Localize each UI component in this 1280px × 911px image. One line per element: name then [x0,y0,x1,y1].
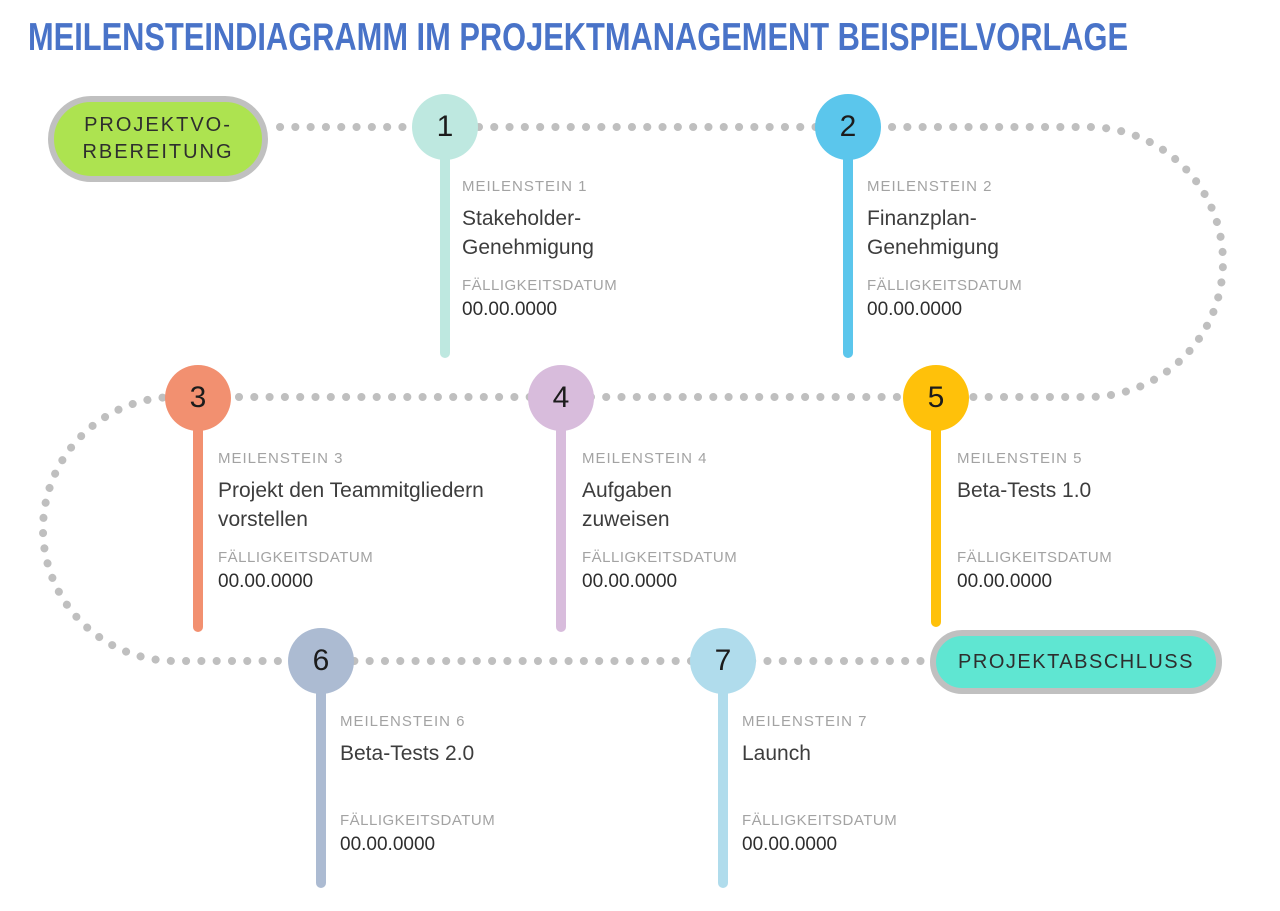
due-date-value: 00.00.0000 [582,571,678,592]
milestone-label: MEILENSTEIN 6 [340,713,466,730]
milestone-stem-1 [440,127,450,358]
milestone-title: Beta-Tests 2.0 [340,742,475,765]
start-pill-label-line1: PROJEKTVO- [84,114,232,136]
milestone-stem-6 [316,661,326,888]
due-date-label: FÄLLIGKEITSDATUM [582,549,738,566]
start-pill-projektvorbereitung: PROJEKTVO- RBEREITUNG [48,96,268,182]
milestone-text-5: MEILENSTEIN 5 Beta-Tests 1.0 FÄLLIGKEITS… [957,450,1187,594]
milestone-number: 5 [927,381,945,414]
due-date-label: FÄLLIGKEITSDATUM [340,812,496,829]
due-date-value: 00.00.0000 [742,834,838,855]
milestone-stem-2 [843,127,853,358]
due-date-label: FÄLLIGKEITSDATUM [957,549,1113,566]
milestone-number: 7 [714,644,732,677]
milestone-circle-6: 6 [288,628,354,694]
milestone-title: Stakeholder-Genehmigung [462,207,594,259]
milestone-number: 2 [839,110,857,143]
due-date-value: 00.00.0000 [340,834,436,855]
due-date-value: 00.00.0000 [218,571,314,592]
milestone-text-3: MEILENSTEIN 3 Projekt den Teammitglieder… [218,450,548,594]
due-date-label: FÄLLIGKEITSDATUM [742,812,898,829]
page-title: MEILENSTEINDIAGRAMM IM PROJEKTMANAGEMENT… [28,16,1129,59]
milestone-title: Aufgaben zuweisen [582,479,672,531]
milestone-label: MEILENSTEIN 4 [582,450,708,467]
milestone-number: 3 [189,381,207,414]
milestone-circle-2: 2 [815,94,881,160]
milestone-text-7: MEILENSTEIN 7 Launch FÄLLIGKEITSDATUM 00… [742,713,972,857]
milestone-text-6: MEILENSTEIN 6 Beta-Tests 2.0 FÄLLIGKEITS… [340,713,570,857]
milestone-circle-7: 7 [690,628,756,694]
milestone-number: 1 [436,110,454,143]
milestone-stem-7 [718,661,728,888]
milestone-stem-4 [556,398,566,632]
milestone-label: MEILENSTEIN 2 [867,178,993,195]
due-date-value: 00.00.0000 [867,299,963,320]
milestone-circle-3: 3 [165,365,231,431]
milestone-number: 4 [552,381,570,414]
dotted-connector-path [39,123,1227,665]
milestone-circle-4: 4 [528,365,594,431]
milestone-label: MEILENSTEIN 1 [462,178,588,195]
milestone-number: 6 [312,644,330,677]
milestone-title: Launch [742,742,811,765]
due-date-label: FÄLLIGKEITSDATUM [867,277,1023,294]
milestone-circle-1: 1 [412,94,478,160]
start-pill-label-line2: RBEREITUNG [82,141,234,163]
milestone-text-4: MEILENSTEIN 4 Aufgaben zuweisen FÄLLIGKE… [582,450,738,594]
milestone-text-2: MEILENSTEIN 2 Finanzplan-Genehmigung FÄL… [867,178,1067,322]
milestone-stem-5 [931,398,941,627]
milestone-title: Projekt den Teammitgliedern vorstellen [218,479,484,531]
due-date-label: FÄLLIGKEITSDATUM [218,549,374,566]
milestone-title: Beta-Tests 1.0 [957,479,1092,502]
due-date-label: FÄLLIGKEITSDATUM [462,277,618,294]
due-date-value: 00.00.0000 [957,571,1053,592]
end-pill-label: PROJEKTABSCHLUSS [958,650,1194,673]
milestone-label: MEILENSTEIN 3 [218,450,344,467]
milestone-title: Finanzplan-Genehmigung [867,207,999,259]
due-date-value: 00.00.0000 [462,299,558,320]
milestone-label: MEILENSTEIN 7 [742,713,868,730]
milestone-stem-3 [193,398,203,632]
milestone-circle-5: 5 [903,365,969,431]
milestone-text-1: MEILENSTEIN 1 Stakeholder-Genehmigung FÄ… [462,178,662,322]
milestone-label: MEILENSTEIN 5 [957,450,1083,467]
end-pill-projektabschluss: PROJEKTABSCHLUSS [930,630,1222,694]
